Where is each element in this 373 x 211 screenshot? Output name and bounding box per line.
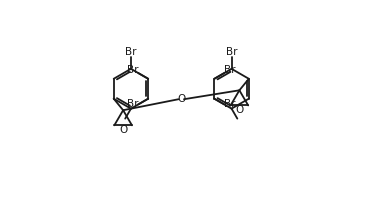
- Text: Br: Br: [225, 99, 236, 110]
- Text: O: O: [177, 94, 185, 104]
- Text: Br: Br: [126, 65, 138, 76]
- Text: Br: Br: [226, 47, 237, 57]
- Text: O: O: [235, 105, 244, 115]
- Text: Br: Br: [126, 99, 138, 110]
- Text: Br: Br: [125, 47, 137, 57]
- Text: Br: Br: [225, 65, 236, 76]
- Text: O: O: [119, 125, 127, 135]
